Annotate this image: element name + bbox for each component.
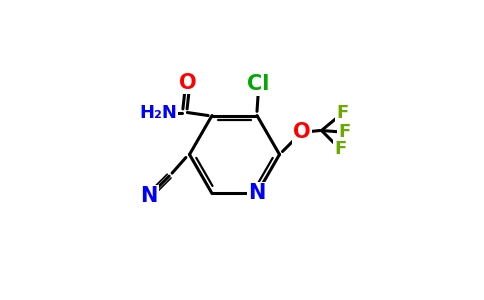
Text: F: F [335,140,347,158]
Text: O: O [179,73,196,92]
Text: F: F [336,104,348,122]
Text: H₂N: H₂N [139,103,177,122]
Text: F: F [339,123,351,141]
Text: O: O [293,122,311,142]
Text: N: N [248,184,266,203]
Text: N: N [140,187,157,206]
Text: Cl: Cl [247,74,270,94]
